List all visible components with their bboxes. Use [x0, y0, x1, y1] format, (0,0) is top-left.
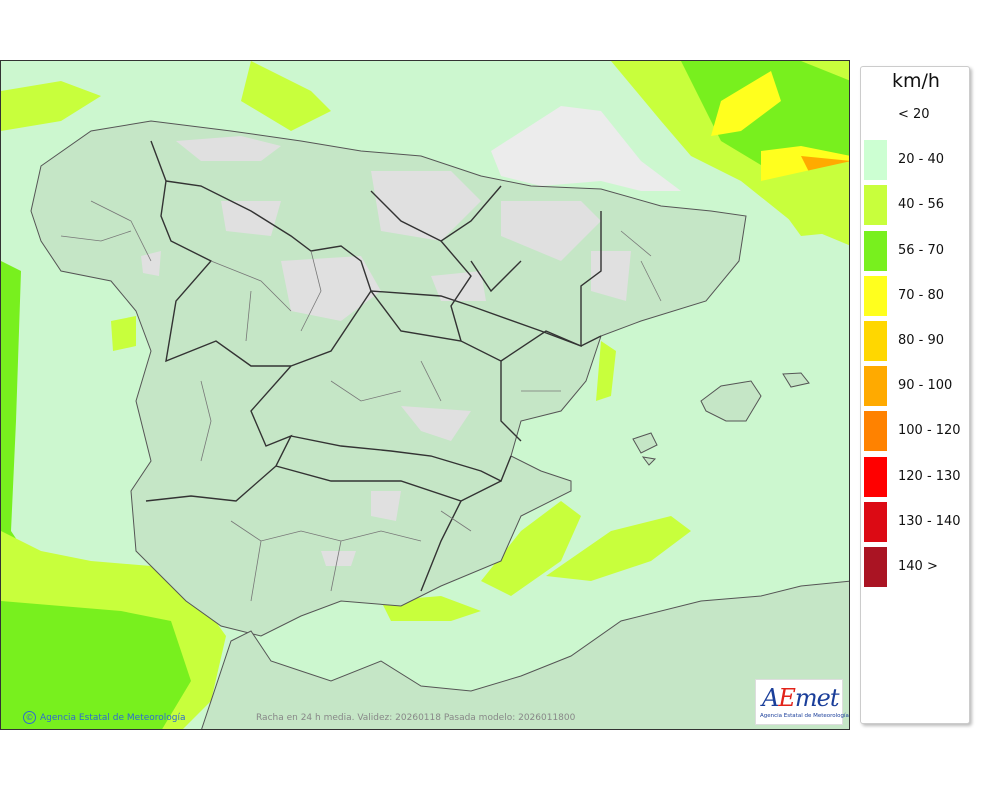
legend-swatch [864, 366, 887, 407]
legend-item: < 20 [861, 95, 971, 135]
legend-swatch [864, 411, 887, 452]
legend-label: 70 - 80 [898, 287, 945, 303]
region-borders [145, 140, 602, 592]
map-caption: Racha en 24 h media. Validez: 20260118 P… [256, 713, 576, 723]
legend-label: 140 > [898, 559, 938, 574]
credit-text: Agencia Estatal de Meteorología [40, 713, 186, 723]
legend-label: 90 - 100 [898, 378, 953, 394]
legend-swatch [864, 275, 887, 316]
legend-swatch [864, 547, 887, 587]
map-credit: © Agencia Estatal de Meteorología [23, 711, 186, 724]
island-mallorca [700, 380, 762, 422]
legend-unit: km/h [892, 70, 940, 92]
legend-item: 100 - 120 [861, 411, 971, 452]
legend-item: 20 - 40 [861, 140, 971, 181]
legend-panel: km/h < 20 20 - 40 40 - 56 56 - 70 70 - 80 80 … [860, 66, 970, 724]
map-canvas [1, 61, 849, 729]
gust-band-southwest-green [1, 601, 191, 729]
legend-item: 130 - 140 [861, 501, 971, 542]
wind-gust-map: © Agencia Estatal de Meteorología Racha e… [0, 60, 850, 730]
gust-band-west [1, 261, 31, 581]
legend-swatch [864, 501, 887, 542]
gust-band-gulf-lion [761, 161, 849, 236]
legend-item: 56 - 70 [861, 230, 971, 271]
legend-label: 40 - 56 [898, 197, 945, 213]
aemet-logo-subtitle: Agencia Estatal de Meteorología [760, 713, 849, 719]
legend-item: 120 - 130 [861, 456, 971, 497]
legend-label: 130 - 140 [898, 513, 961, 529]
legend-item: 140 > [861, 547, 971, 587]
province-borders [60, 200, 662, 602]
island-ibiza [632, 432, 658, 466]
legend-swatch [864, 95, 887, 135]
bay-low-gust [491, 106, 681, 191]
aemet-logo-mark: AEmet [762, 684, 839, 712]
legend-swatch [864, 456, 887, 497]
island-menorca [782, 372, 810, 388]
legend-label: 100 - 120 [898, 423, 961, 439]
legend-swatch [864, 230, 887, 271]
gust-band-atlantic-top [1, 81, 101, 131]
legend-label: 20 - 40 [898, 152, 945, 168]
legend-swatch [864, 185, 887, 226]
legend-label: 120 - 130 [898, 468, 961, 484]
legend-label: 80 - 90 [898, 333, 945, 348]
legend-item: 90 - 100 [861, 366, 971, 407]
north-africa [201, 580, 849, 729]
legend-label: 56 - 70 [898, 242, 945, 258]
copyright-icon: © [23, 711, 36, 724]
legend-label: < 20 [898, 107, 930, 122]
legend-swatch [864, 140, 887, 181]
legend-item: 40 - 56 [861, 185, 971, 226]
relief [141, 136, 631, 566]
legend-item: 70 - 80 [861, 275, 971, 316]
legend-item: 80 - 90 [861, 321, 971, 361]
aemet-logo: AEmet Agencia Estatal de Meteorología [755, 679, 849, 725]
legend-swatch [864, 321, 887, 361]
